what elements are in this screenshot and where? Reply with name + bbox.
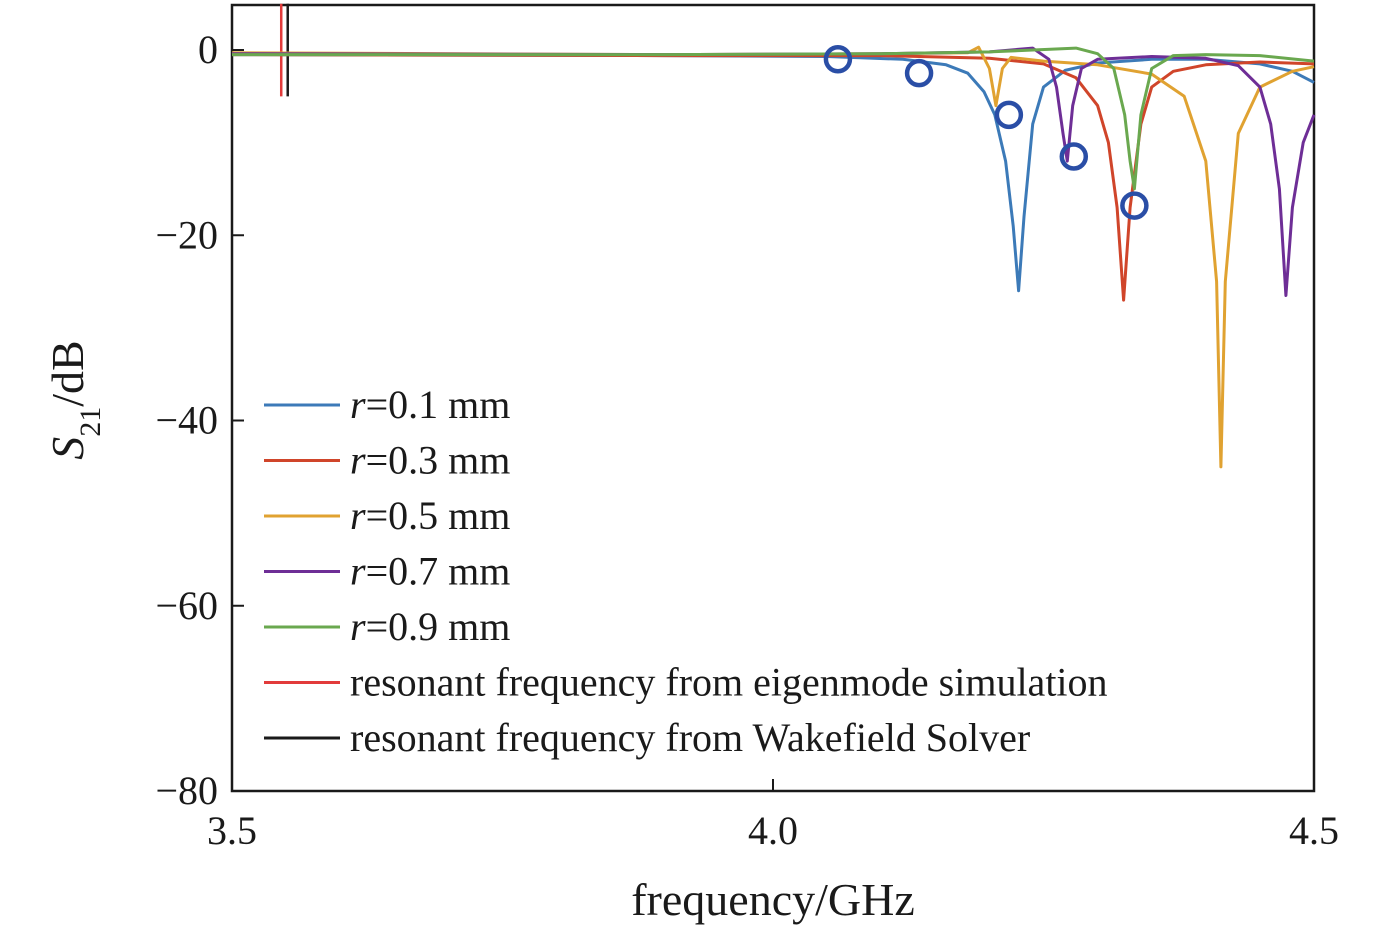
legend-label-rest: =0.1 mm <box>366 382 511 427</box>
legend: r=0.1 mmr=0.3 mmr=0.5 mmr=0.7 mmr=0.9 mm… <box>264 382 1108 760</box>
x-tick-label: 4.0 <box>748 808 798 853</box>
y-tick-label: −60 <box>155 583 218 628</box>
x-axis-title: frequency/GHz <box>631 874 915 925</box>
circle-marker-4 <box>1120 191 1149 220</box>
y-axis-title: S21/dB <box>42 340 107 459</box>
y-axis-title-unit: /dB <box>42 340 93 406</box>
legend-label-5: resonant frequency from eigenmode simula… <box>350 660 1108 705</box>
circle-marker-0 <box>823 45 853 74</box>
legend-label-var: r <box>350 493 366 538</box>
legend-label-var: r <box>350 382 366 427</box>
circle-marker-1 <box>904 58 934 88</box>
y-tick-label: −80 <box>155 768 218 813</box>
x-tick-label: 3.5 <box>207 808 257 853</box>
legend-label-rest: =0.5 mm <box>366 493 511 538</box>
series-layer <box>231 45 1316 469</box>
y-axis-title-sub: 21 <box>74 407 107 437</box>
legend-label-6: resonant frequency from Wakefield Solver <box>350 715 1030 760</box>
series-line-4 <box>232 46 1315 191</box>
legend-label-rest: =0.9 mm <box>366 604 511 649</box>
series-line-3 <box>231 46 1316 297</box>
y-axis-title-main: S <box>42 437 93 460</box>
legend-label-var: r <box>350 438 366 483</box>
legend-label-rest: =0.7 mm <box>366 549 511 594</box>
legend-label-1: r=0.3 mm <box>350 438 510 483</box>
legend-label-2: r=0.5 mm <box>350 493 510 538</box>
circles-layer <box>823 45 1149 220</box>
circle-marker-3 <box>1059 142 1089 171</box>
markers-layer <box>279 3 289 97</box>
x-tick-label: 4.5 <box>1289 808 1339 853</box>
legend-label-var: r <box>350 549 366 594</box>
legend-label-3: r=0.7 mm <box>350 549 510 594</box>
legend-label-var: r <box>350 604 366 649</box>
y-tick-label: 0 <box>198 27 218 72</box>
ticks-layer: 0 −20 −40 −60 −803.5 4.0 4.5 <box>155 27 1339 853</box>
legend-label-rest: =0.3 mm <box>366 438 511 483</box>
legend-label-4: r=0.9 mm <box>350 604 510 649</box>
legend-label-0: r=0.1 mm <box>350 382 510 427</box>
y-tick-label: −40 <box>155 398 218 443</box>
y-tick-label: −20 <box>155 212 218 257</box>
circle-marker-2 <box>994 100 1024 130</box>
series-line-1 <box>231 53 1315 302</box>
